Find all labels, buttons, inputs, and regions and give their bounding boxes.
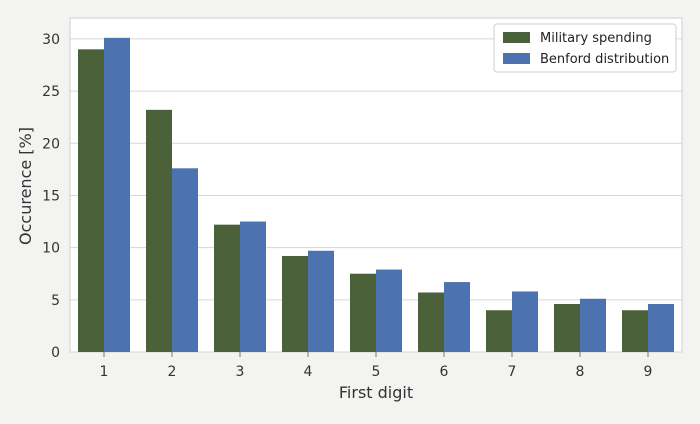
- x-tick-label: 2: [168, 364, 177, 380]
- y-axis-label: Occurence [%]: [16, 127, 35, 245]
- bar-military-spending-5: [350, 273, 376, 352]
- bar-military-spending-4: [282, 255, 308, 352]
- x-tick-label: 1: [100, 364, 109, 380]
- x-tick-label: 4: [304, 364, 313, 380]
- legend-swatch-benford-distribution: [503, 53, 530, 64]
- x-tick-label: 9: [644, 364, 653, 380]
- x-tick-label: 8: [576, 364, 585, 380]
- x-axis-label: First digit: [339, 383, 413, 402]
- x-tick-label: 6: [440, 364, 449, 380]
- bar-military-spending-1: [78, 49, 104, 352]
- x-tick-label: 3: [236, 364, 245, 380]
- legend-swatch-military-spending: [503, 32, 530, 43]
- bar-benford-distribution-7: [512, 291, 538, 352]
- x-tick-labels: 1 2 3 4 5 6 7 8 9: [100, 352, 653, 380]
- y-tick-label: 25: [42, 84, 60, 100]
- bar-benford-distribution-4: [308, 250, 334, 352]
- y-tick-label: 20: [42, 136, 60, 152]
- y-tick-label: 5: [51, 293, 60, 309]
- legend-label-military-spending: Military spending: [540, 31, 652, 46]
- legend: Military spending Benford distribution: [493, 23, 677, 73]
- bar-benford-distribution-5: [376, 269, 402, 352]
- bar-military-spending-6: [418, 292, 444, 352]
- y-tick-label: 10: [42, 241, 60, 257]
- bar-benford-distribution-1: [104, 37, 130, 353]
- y-tick-labels: 0 5 10 15 20 25 30: [42, 32, 60, 361]
- bar-benford-distribution-6: [444, 282, 470, 352]
- bar-benford-distribution-2: [172, 168, 198, 352]
- bar-military-spending-7: [486, 310, 512, 352]
- bar-military-spending-3: [214, 224, 240, 352]
- bar-military-spending-8: [554, 303, 580, 352]
- x-tick-label: 7: [508, 364, 517, 380]
- bar-military-spending-2: [146, 109, 172, 352]
- y-tick-label: 15: [42, 188, 60, 204]
- bar-benford-distribution-3: [240, 221, 266, 352]
- x-tick-label: 5: [372, 364, 381, 380]
- bar-military-spending-9: [622, 310, 648, 352]
- bar-benford-distribution-8: [580, 298, 606, 352]
- legend-label-benford-distribution: Benford distribution: [540, 52, 669, 67]
- bars: [78, 37, 674, 353]
- y-tick-label: 30: [42, 32, 60, 48]
- legend-box: [493, 23, 677, 73]
- y-tick-label: 0: [51, 345, 60, 361]
- bar-benford-distribution-9: [648, 303, 674, 352]
